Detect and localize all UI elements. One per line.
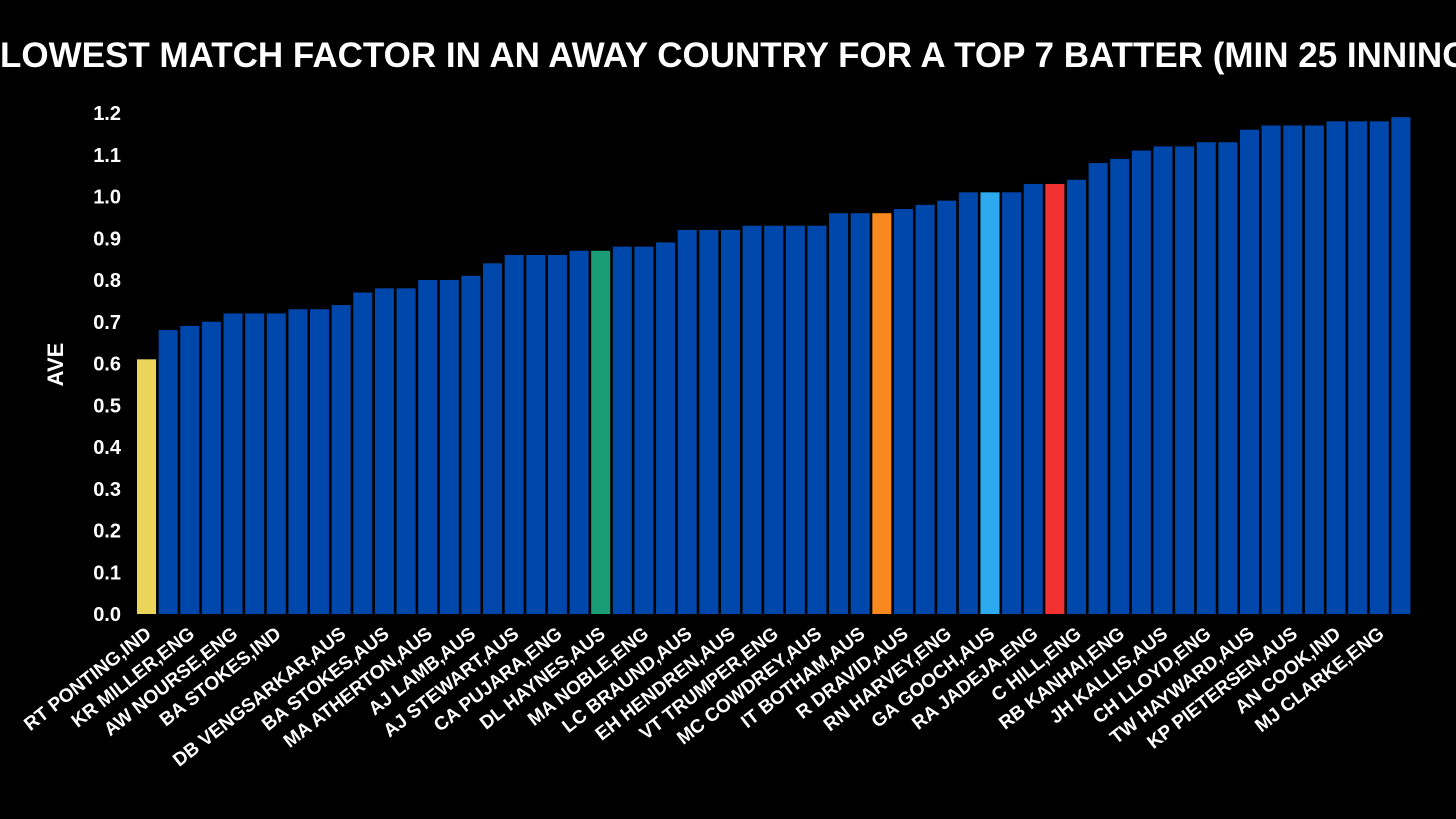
bar bbox=[958, 192, 978, 614]
y-tick-label: 1.0 bbox=[93, 187, 121, 209]
y-tick-label: 0.1 bbox=[93, 562, 121, 584]
y-tick-label: 0.5 bbox=[93, 395, 121, 417]
y-tick-label: 0.3 bbox=[93, 479, 121, 501]
bar bbox=[764, 225, 784, 614]
y-tick-label: 0.2 bbox=[93, 521, 121, 543]
bar bbox=[1239, 129, 1260, 614]
y-tick-label: 0.9 bbox=[93, 228, 121, 250]
bar bbox=[288, 309, 308, 614]
y-axis: 0.0 0.1 0.2 0.3 0.4 0.5 0.6 0.7 0.8 0.9 1.0 1.1 1.2 bbox=[93, 103, 122, 626]
bar bbox=[677, 229, 697, 614]
bar bbox=[137, 359, 157, 614]
bar bbox=[526, 254, 546, 614]
bar bbox=[1196, 142, 1216, 615]
y-tick-label: 0.6 bbox=[93, 354, 121, 376]
bar bbox=[1175, 146, 1195, 614]
y-tick-label: 1.1 bbox=[93, 145, 121, 167]
bar bbox=[1045, 183, 1065, 614]
bar bbox=[591, 250, 611, 614]
y-tick-label: 0.4 bbox=[93, 437, 122, 459]
bar bbox=[1110, 158, 1130, 615]
bar bbox=[1391, 117, 1411, 615]
bar bbox=[785, 225, 805, 614]
bar bbox=[310, 309, 330, 614]
bar bbox=[699, 229, 719, 614]
bar bbox=[1066, 179, 1086, 615]
bar bbox=[656, 242, 676, 614]
bar bbox=[1131, 150, 1151, 614]
bar bbox=[850, 213, 870, 614]
bar bbox=[1261, 125, 1281, 614]
bar bbox=[374, 288, 394, 614]
bar bbox=[483, 263, 503, 614]
bar bbox=[1283, 125, 1303, 614]
bar bbox=[223, 313, 243, 614]
bar bbox=[353, 292, 373, 614]
bar bbox=[1023, 183, 1043, 614]
bar bbox=[461, 275, 481, 614]
bar bbox=[1218, 142, 1238, 615]
bar bbox=[418, 280, 438, 614]
bar bbox=[331, 305, 351, 614]
y-tick-label: 1.2 bbox=[93, 103, 121, 125]
bar bbox=[504, 254, 524, 614]
y-tick-label: 0.8 bbox=[93, 270, 121, 292]
bar bbox=[720, 229, 740, 614]
bar bbox=[612, 246, 632, 614]
y-axis-label: AVE bbox=[43, 343, 68, 387]
bar bbox=[158, 330, 178, 614]
bar bbox=[915, 204, 935, 614]
bar bbox=[201, 321, 221, 614]
bar bbox=[937, 200, 957, 615]
bar bbox=[245, 313, 265, 614]
bar bbox=[1002, 192, 1022, 614]
bar bbox=[807, 225, 827, 614]
bars bbox=[137, 117, 1411, 615]
bar bbox=[872, 213, 892, 614]
bar bbox=[1348, 121, 1368, 614]
bar bbox=[1304, 125, 1324, 614]
bar bbox=[439, 280, 459, 614]
bar bbox=[893, 209, 913, 614]
bar bbox=[829, 213, 849, 614]
bar bbox=[547, 254, 567, 614]
y-tick-label: 0.7 bbox=[93, 312, 121, 334]
bar bbox=[266, 313, 286, 614]
bar bbox=[1153, 146, 1173, 614]
bar bbox=[634, 246, 654, 614]
bar bbox=[569, 250, 589, 614]
bar bbox=[180, 325, 200, 614]
bar bbox=[396, 288, 416, 614]
bar bbox=[1326, 121, 1346, 614]
bar bbox=[1369, 121, 1389, 614]
bar bbox=[980, 192, 1000, 614]
chart-title: LOWEST MATCH FACTOR IN AN AWAY COUNTRY F… bbox=[0, 36, 1456, 75]
y-tick-label: 0.0 bbox=[93, 604, 121, 626]
bar bbox=[742, 225, 762, 614]
bar bbox=[1088, 163, 1108, 614]
